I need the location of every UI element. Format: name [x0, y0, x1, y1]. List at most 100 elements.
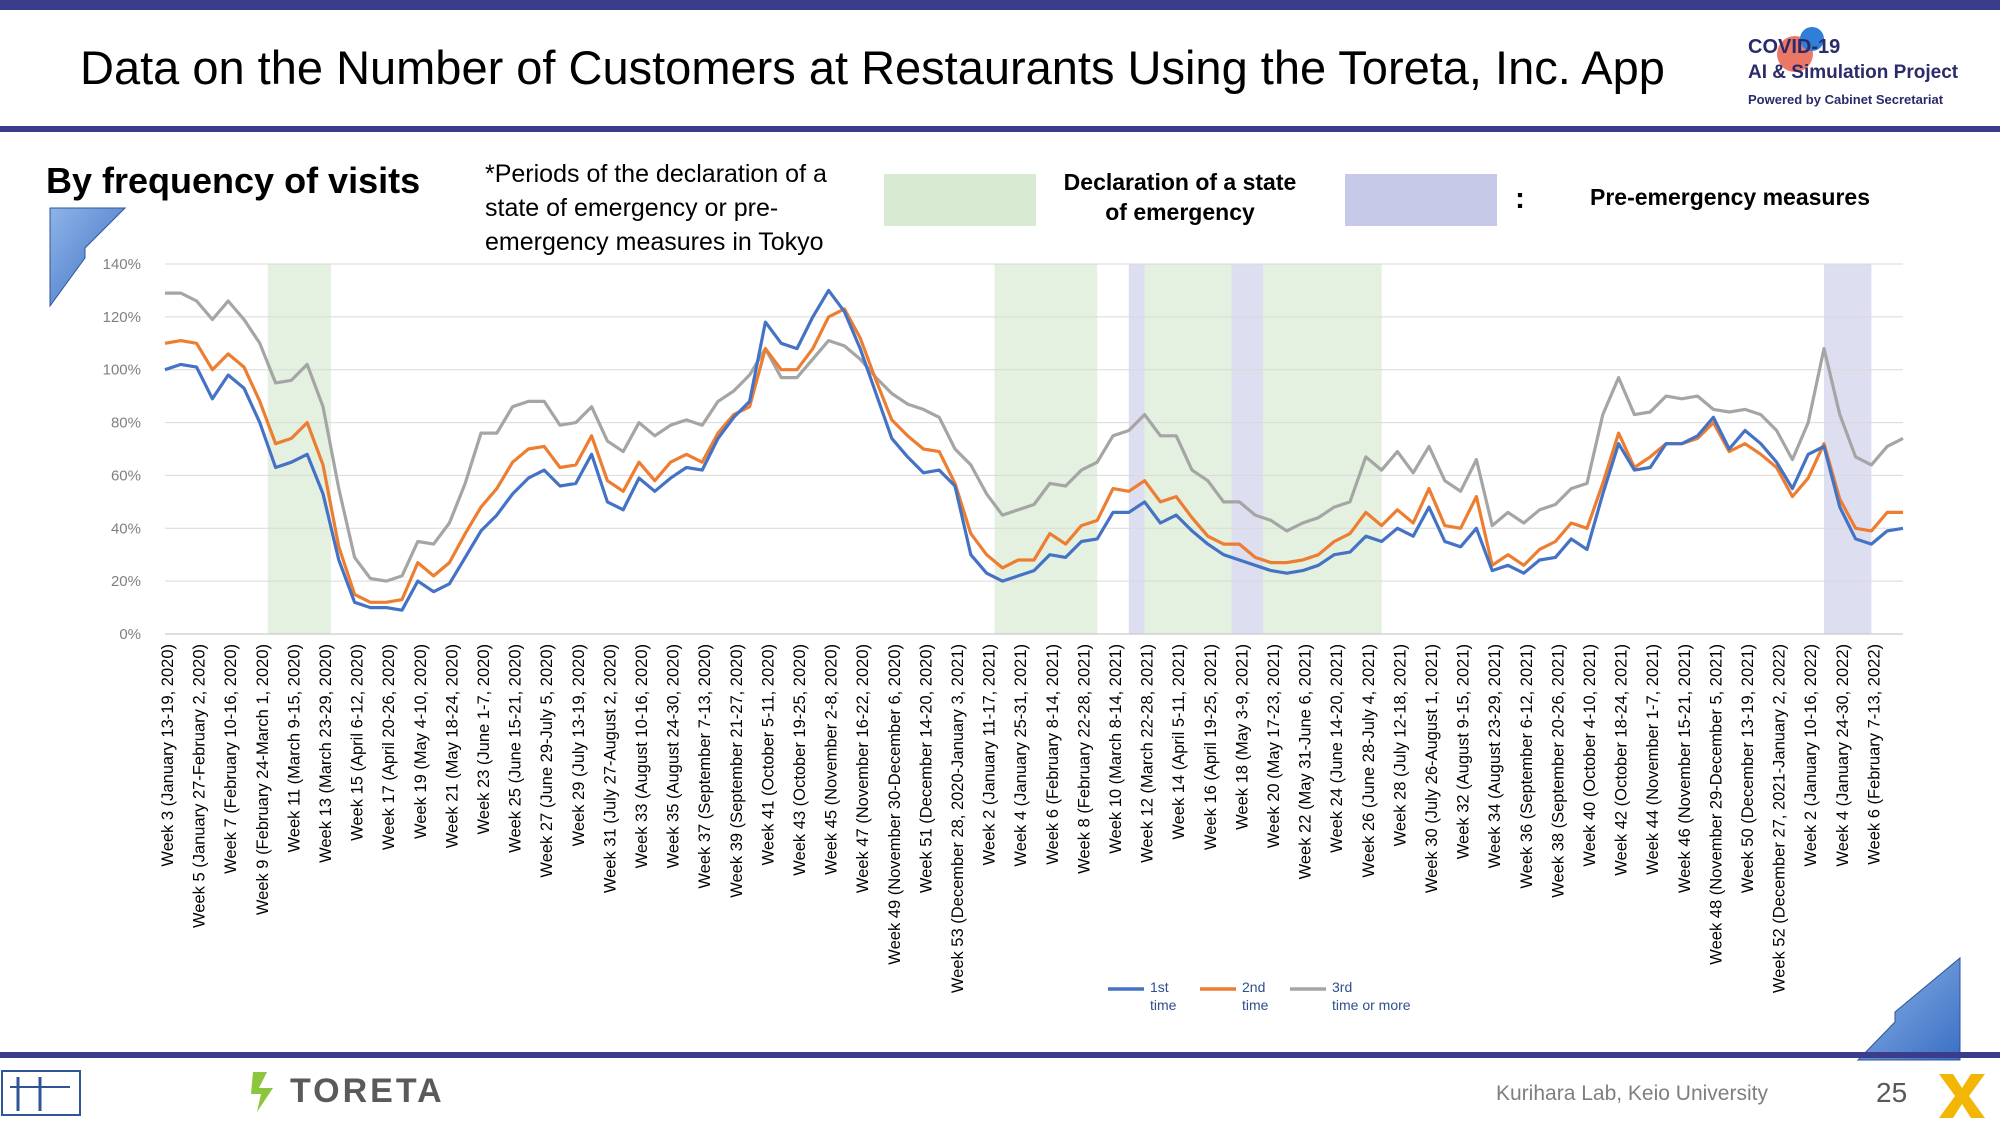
- y-tick-label: 100%: [103, 362, 141, 379]
- section-title: By frequency of visits: [46, 160, 421, 201]
- x-tick-label: Week 26 (June 28-July 4, 2021): [1360, 644, 1378, 878]
- x-tick-label: Week 41 (October 5-11, 2020): [759, 644, 777, 865]
- x-tick-label: Week 17 (April 20-26, 2020): [380, 644, 398, 850]
- series-line-1st: [164, 288, 1904, 612]
- project-logo-mark: [1777, 27, 1824, 72]
- x-tick-label: Week 12 (March 22-28, 2021): [1139, 644, 1157, 863]
- x-tick-label: Week 13 (March 23-29, 2020): [317, 644, 335, 863]
- x-tick-label: Week 46 (November 15-21, 2021): [1676, 644, 1694, 893]
- top-accent-bar: [0, 0, 2000, 10]
- x-tick-label: Week 35 (August 24-30, 2020): [665, 644, 683, 868]
- x-tick-label: Week 51 (December 14-20, 2020): [917, 644, 935, 893]
- footer-divider: [0, 1052, 2000, 1058]
- legend-colon: :: [1515, 182, 1525, 215]
- logo-line3: Powered by Cabinet Secretariat: [1748, 92, 1944, 107]
- x-tick-label: Week 30 (July 26-August 1, 2021): [1423, 644, 1441, 893]
- legend-label: 3rd: [1332, 979, 1352, 995]
- legend-label: 1st: [1150, 979, 1169, 995]
- x-tick-label: Week 2 (January 11-17, 2021): [981, 644, 999, 865]
- pre-emergency-legend-label: Pre-emergency measures: [1590, 184, 1870, 210]
- lab-credit: Kurihara Lab, Keio University: [1496, 1082, 1768, 1105]
- legend-label: time: [1242, 997, 1269, 1013]
- x-tick-label: Week 11 (March 9-15, 2020): [285, 644, 303, 853]
- x-tick-label: Week 22 (May 31-June 6, 2021): [1297, 644, 1315, 879]
- x-tick-label: Week 50 (December 13-19, 2021): [1739, 644, 1757, 893]
- x-tick-label: Week 28 (July 12-18, 2021): [1391, 644, 1409, 846]
- x-tick-label: Week 23 (June 1-7, 2020): [475, 644, 493, 834]
- x-tick-label: Week 39 (September 21-27, 2020): [728, 644, 746, 898]
- x-tick-label: Week 49 (November 30-December 6, 2020): [886, 644, 904, 965]
- title-divider: [0, 126, 2000, 132]
- x-tick-label: Week 32 (August 9-15, 2021): [1455, 644, 1473, 859]
- logo-line1: COVID-19: [1748, 36, 1841, 58]
- emergency-legend-swatch: [884, 174, 1036, 226]
- x-tick-label: Week 31 (July 27-August 2, 2020): [601, 644, 619, 893]
- emergency-legend-label: Declaration of a state of emergency: [1063, 169, 1297, 225]
- toreta-brand: TORETA: [290, 1072, 445, 1110]
- y-tick-label: 20%: [111, 573, 141, 590]
- x-tick-label: Week 40 (October 4-10, 2021): [1581, 644, 1599, 867]
- x-tick-label: Week 21 (May 18-24, 2020): [443, 644, 461, 848]
- emergency-period-band: [1263, 264, 1382, 634]
- periods-note: *Periods of the declaration of a state o…: [485, 160, 827, 256]
- logo-line2: AI & Simulation Project: [1748, 62, 1959, 83]
- x-tick-label: Week 19 (May 4-10, 2020): [412, 644, 430, 839]
- corner-decoration-top-left: [49, 207, 127, 308]
- x-tick-label: Week 10 (March 8-14, 2021): [1107, 644, 1125, 854]
- y-tick-label: 120%: [103, 309, 141, 326]
- series-line-3rd: [165, 291, 1904, 583]
- x-tick-label: Week 15 (April 6-12, 2020): [349, 644, 367, 841]
- x-tick-label: Week 16 (April 19-25, 2021): [1202, 644, 1220, 850]
- pre-emergency-period-band: [1824, 264, 1872, 634]
- y-tick-label: 60%: [111, 467, 141, 484]
- x-tick-label: Week 44 (November 1-7, 2021): [1644, 644, 1662, 875]
- x-tick-label: Week 18 (May 3-9, 2021): [1233, 644, 1251, 830]
- emergency-period-band: [267, 264, 331, 634]
- x-tick-label: Week 42 (October 18-24, 2021): [1613, 644, 1631, 876]
- x-tick-label: Week 33 (August 10-16, 2020): [633, 644, 651, 868]
- legend-label: time: [1150, 997, 1177, 1013]
- page-number: 25: [1876, 1077, 1908, 1108]
- pre-emergency-period-band: [1128, 264, 1145, 634]
- series-line-2nd: [164, 307, 1903, 604]
- x-tick-label: Week 53 (December 28, 2020-January 3, 20…: [949, 644, 967, 993]
- x-tick-label: Week 29 (July 13-19, 2020): [570, 644, 588, 846]
- x-tick-label: Week 20 (May 17-23, 2021): [1265, 644, 1283, 848]
- x-tick-label: Week 37 (September 7-13, 2020): [696, 644, 714, 889]
- x-tick-label: Week 9 (February 24-March 1, 2020): [254, 644, 272, 915]
- y-tick-label: 140%: [103, 256, 141, 273]
- y-tick-label: 40%: [111, 520, 141, 537]
- pre-emergency-legend-swatch: [1345, 174, 1497, 226]
- x-tick-label: Week 4 (January 24-30, 2022): [1834, 644, 1852, 867]
- corner-x-mark: [1939, 1074, 1985, 1118]
- x-tick-label: Week 3 (January 13-19, 2020): [159, 644, 177, 867]
- x-tick-label: Week 4 (January 25-31, 2021): [1012, 644, 1030, 867]
- toreta-logo-mark: [251, 1072, 273, 1112]
- corner-decoration-bottom-right: [1856, 956, 1961, 1061]
- x-tick-label: Week 27 (June 29-July 5, 2020): [538, 644, 556, 878]
- x-tick-label: Week 6 (February 7-13, 2022): [1865, 644, 1883, 865]
- x-tick-label: Week 14 (April 5-11, 2021): [1170, 644, 1188, 840]
- keio-lab-logo: [1, 1070, 81, 1116]
- legend-label: 2nd: [1242, 979, 1265, 995]
- x-tick-label: Week 43 (October 19-25, 2020): [791, 644, 809, 876]
- x-tick-label: Week 8 (February 22-28, 2021): [1075, 644, 1093, 874]
- x-tick-label: Week 7 (February 10-16, 2020): [222, 644, 240, 874]
- x-tick-label: Week 47 (November 16-22, 2020): [854, 644, 872, 893]
- x-tick-label: Week 45 (November 2-8, 2020): [823, 644, 841, 875]
- x-tick-label: Week 24 (June 14-20, 2021): [1328, 644, 1346, 853]
- pre-emergency-period-band: [1231, 264, 1264, 634]
- x-tick-label: Week 34 (August 23-29, 2021): [1486, 644, 1504, 868]
- page-title: Data on the Number of Customers at Resta…: [80, 41, 1665, 94]
- legend-label: time or more: [1332, 997, 1411, 1013]
- emergency-period-band: [1144, 264, 1232, 634]
- x-tick-label: Week 52 (December 27, 2021-January 2, 20…: [1771, 644, 1789, 993]
- y-tick-label: 80%: [111, 415, 141, 432]
- x-tick-label: Week 6 (February 8-14, 2021): [1044, 644, 1062, 865]
- x-tick-label: Week 48 (November 29-December 5, 2021): [1707, 644, 1725, 965]
- x-tick-label: Week 2 (January 10-16, 2022): [1802, 644, 1820, 867]
- emergency-period-band: [994, 264, 1098, 634]
- x-tick-label: Week 5 (January 27-February 2, 2020): [191, 644, 209, 928]
- x-tick-label: Week 25 (June 15-21, 2020): [507, 644, 525, 853]
